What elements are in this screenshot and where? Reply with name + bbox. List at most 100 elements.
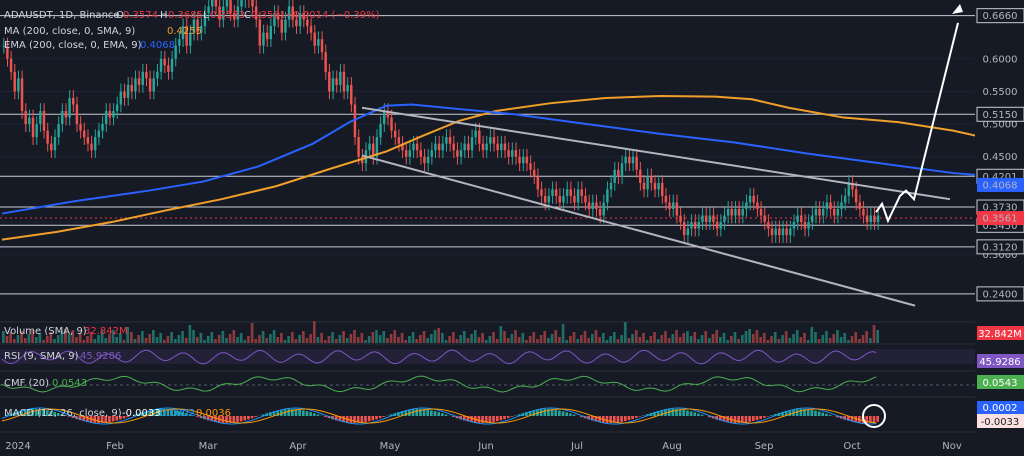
volume-bar — [236, 337, 239, 343]
volume-bar — [42, 340, 45, 343]
open-label: O — [116, 10, 124, 21]
volume-bar — [301, 331, 305, 343]
candle-body — [613, 169, 616, 183]
candle-body — [478, 130, 481, 144]
last-price-tag — [977, 211, 1024, 226]
candle-body — [485, 143, 488, 151]
macd-hist-bar — [375, 416, 378, 420]
candle-body — [339, 71, 342, 85]
volume-bar — [492, 332, 495, 343]
candle-body — [646, 176, 649, 190]
macd-hist-bar — [301, 410, 305, 416]
candle-body — [324, 52, 327, 72]
macd-hist-bar — [543, 409, 547, 416]
macd-hist-bar — [236, 416, 239, 423]
candle-body — [320, 39, 324, 53]
macd-tag-hist — [977, 414, 1024, 428]
macd-hist-bar — [740, 416, 744, 423]
macd-hist-bar — [97, 416, 100, 423]
candle-body — [61, 111, 64, 125]
candle-body — [606, 189, 609, 203]
volume-bar — [810, 327, 814, 343]
candle-body — [869, 215, 872, 223]
volume-bar — [104, 338, 108, 343]
volume-bar — [528, 336, 532, 343]
level-tag — [976, 239, 1024, 255]
volume-bar — [400, 333, 404, 343]
volume-bar — [151, 330, 155, 343]
candle-body — [382, 111, 386, 125]
volume-bar — [751, 334, 755, 343]
volume-bar — [345, 338, 349, 343]
volume-bar — [53, 339, 56, 343]
macd-hist-bar — [795, 409, 799, 416]
macd-hist-bar — [631, 416, 634, 420]
volume-bar — [280, 333, 283, 343]
volume-bar — [788, 338, 792, 343]
macd-hist-bar — [609, 416, 612, 423]
candle-body — [653, 182, 657, 190]
macd-hist-bar — [104, 416, 108, 423]
volume-bar — [587, 338, 590, 343]
candle-body — [75, 104, 79, 125]
volume-bar — [38, 333, 42, 343]
volume-bar — [715, 330, 719, 343]
candle-body — [196, 19, 199, 33]
macd-hist-bar — [34, 409, 38, 416]
volume-bar — [693, 332, 697, 343]
macd-hist-bar — [876, 416, 879, 422]
volume-bar — [371, 332, 375, 343]
volume-bar — [382, 331, 386, 343]
volume-bar — [517, 337, 521, 343]
volume-bar — [411, 332, 415, 343]
macd-hist-bar — [378, 416, 382, 419]
macd-hist-bar — [525, 412, 528, 416]
macd-hist-bar — [638, 416, 642, 417]
macd-hist-bar — [250, 416, 254, 419]
candle-body — [401, 143, 404, 151]
candle-body — [635, 156, 638, 170]
volume-bar — [598, 337, 601, 343]
candle-body — [470, 137, 474, 151]
candle-body — [723, 215, 726, 223]
macd-hist-bar — [510, 416, 514, 417]
macd-hist-bar — [594, 416, 598, 422]
volume-bar — [759, 337, 762, 343]
volume-bar — [199, 333, 203, 343]
candle-body — [181, 26, 185, 40]
candle-body — [152, 78, 155, 92]
volume-bar — [298, 335, 301, 343]
volume-bar — [795, 330, 799, 343]
volume-bar — [814, 332, 817, 343]
candle-body — [50, 143, 53, 151]
macd-hist-bar — [686, 410, 689, 416]
volume-bar — [781, 335, 784, 343]
macd-hist-bar — [214, 416, 217, 422]
candle-body — [642, 182, 646, 190]
candle-body — [617, 169, 620, 177]
volume-bar — [799, 337, 803, 343]
rsi-line — [1, 349, 877, 365]
candle-body — [448, 137, 452, 144]
volume-bar — [547, 338, 550, 343]
candle-body — [434, 143, 437, 151]
candle-body — [141, 71, 144, 85]
candle-body — [207, 6, 210, 14]
volume-bar — [843, 333, 847, 343]
candle-body — [741, 208, 744, 216]
volume-bar — [49, 332, 53, 343]
candle-body — [335, 78, 338, 85]
ema-tag — [977, 177, 1024, 192]
candle-body — [521, 156, 525, 164]
volume-bar — [243, 340, 247, 343]
candle-body — [587, 202, 591, 209]
volume-bar — [876, 330, 879, 343]
candle-body — [807, 222, 810, 229]
macd-line — [1, 407, 877, 425]
candle-body — [489, 137, 492, 144]
macd-hist-bar — [865, 416, 869, 423]
volume-bar — [466, 338, 470, 343]
macd-hist-bar — [495, 416, 499, 422]
volume-bar — [12, 339, 16, 343]
